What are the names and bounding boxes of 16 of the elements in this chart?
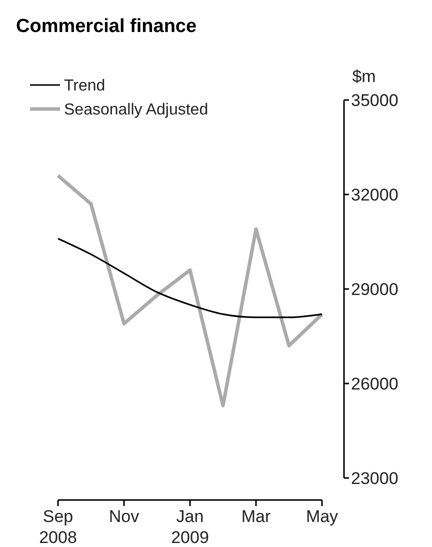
y-axis-title: $m <box>352 67 376 86</box>
line-series <box>57 238 323 318</box>
y-tick-label: 32000 <box>351 185 398 204</box>
x-tick-label: Sep 2008 <box>39 507 77 547</box>
y-tick-label: 23000 <box>351 468 398 488</box>
y-tick-label: 26000 <box>351 374 398 394</box>
line-series <box>56 174 324 408</box>
y-tick-label: 29000 <box>351 280 398 299</box>
x-tick-label: Nov <box>108 507 140 526</box>
y-tick-label: 35000 <box>351 90 398 110</box>
chart-title: Commercial finance <box>16 16 197 37</box>
legend-label: Seasonally Adjusted <box>64 102 208 119</box>
x-tick-label: Jan 2009 <box>171 507 209 547</box>
legend-label: Trend <box>64 78 106 95</box>
x-tick-label: May <box>306 507 339 526</box>
x-tick-label: Mar <box>241 507 271 526</box>
